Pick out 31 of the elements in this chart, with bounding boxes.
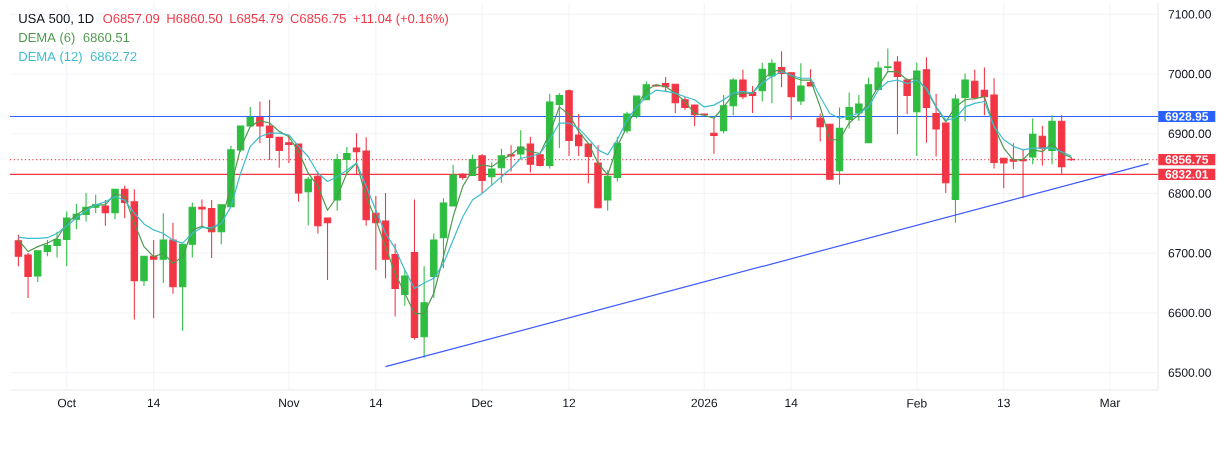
annotation: C6856.75: [290, 13, 346, 24]
ref-line-label: 6832.01: [1165, 170, 1209, 179]
x-tick-label: Oct: [57, 398, 76, 408]
annotation: H6860.50: [167, 13, 223, 24]
x-tick-label: 12: [563, 398, 576, 408]
x-tick-label: 14: [785, 398, 798, 407]
y-tick-label: 6900.00: [1168, 129, 1211, 139]
x-tick-label: Mar: [1100, 398, 1121, 408]
text: DEMA (12): [19, 51, 82, 64]
text: DEMA (6): [19, 32, 75, 45]
annotation: 6862.72: [90, 51, 137, 62]
y-tick-label: 7100.00: [1168, 10, 1211, 19]
x-tick-label: Dec: [472, 398, 493, 408]
y-tick-label: 6500.00: [1168, 368, 1211, 377]
x-tick-label: 14: [370, 398, 383, 407]
annotation: L6854.79: [230, 13, 283, 24]
x-tick-label: 13: [997, 398, 1010, 408]
y-tick-label: 6800.00: [1168, 189, 1211, 198]
ref-line-label: 6856.75: [1165, 155, 1209, 164]
y-tick-label: 6700.00: [1168, 248, 1211, 258]
ref-line-label: 6928.95: [1165, 112, 1209, 121]
y-tick-label: 7000.00: [1168, 69, 1211, 79]
x-tick-label: 14: [147, 398, 160, 407]
annotation: +11.04 (+0.16%): [353, 13, 448, 26]
x-tick-label: Feb: [907, 398, 927, 408]
x-tick-label: Nov: [279, 398, 300, 408]
annotation: O6857.09: [103, 13, 160, 24]
text: USA 500, 1D: [19, 13, 94, 25]
y-tick-label: 6600.00: [1168, 308, 1211, 318]
x-tick-label: 2026: [691, 398, 718, 408]
annotation: 6860.51: [83, 32, 130, 43]
